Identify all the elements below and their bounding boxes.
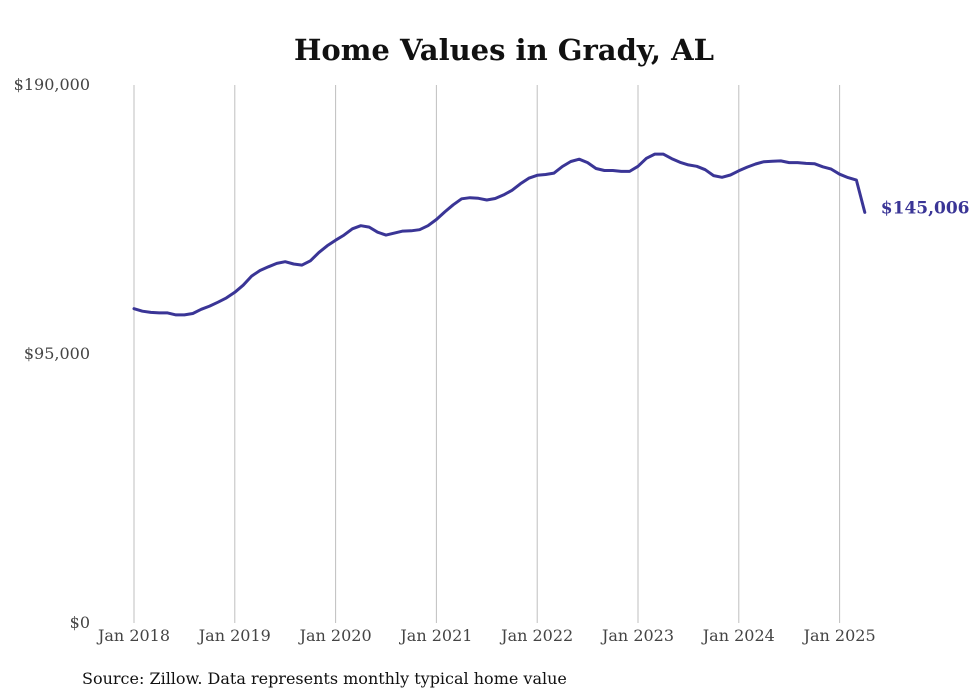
source-note: Source: Zillow. Data represents monthly … bbox=[82, 669, 567, 688]
y-tick-label: $0 bbox=[70, 613, 90, 632]
x-tick-label: Jan 2019 bbox=[197, 626, 271, 645]
y-axis-tick-labels: $0 $95,000 $190,000 bbox=[14, 75, 90, 632]
x-tick-label: Jan 2020 bbox=[298, 626, 372, 645]
x-tick-label: Jan 2025 bbox=[802, 626, 876, 645]
series-layer: $145,006 bbox=[132, 152, 970, 317]
chart-title: Home Values in Grady, AL bbox=[294, 33, 714, 67]
y-tick-label: $95,000 bbox=[24, 344, 90, 363]
x-tick-label: Jan 2024 bbox=[701, 626, 775, 645]
x-axis-tick-labels: Jan 2018 Jan 2019 Jan 2020 Jan 2021 Jan 2022… bbox=[96, 626, 876, 645]
gridlines bbox=[133, 85, 841, 623]
y-tick-label: $190,000 bbox=[14, 75, 90, 94]
end-value-label: $145,006 bbox=[881, 198, 970, 218]
x-tick-label: Jan 2023 bbox=[600, 626, 674, 645]
x-tick-label: Jan 2018 bbox=[96, 626, 170, 645]
x-tick-label: Jan 2021 bbox=[398, 626, 472, 645]
series-line bbox=[132, 152, 867, 317]
x-tick-label: Jan 2022 bbox=[499, 626, 573, 645]
